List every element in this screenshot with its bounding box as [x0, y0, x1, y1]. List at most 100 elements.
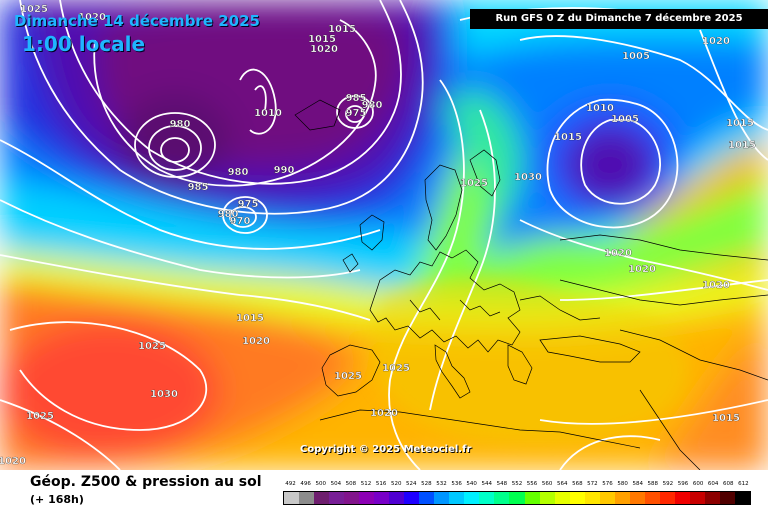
scale-swatch	[359, 492, 375, 504]
scale-tick-label: 564	[556, 481, 568, 487]
scale-swatch	[479, 492, 495, 504]
isobar-value-label: 985	[188, 182, 209, 193]
land-shading	[370, 276, 688, 444]
scale-swatch	[434, 492, 450, 504]
chart-title: Géop. Z500 & pression au sol	[30, 474, 262, 490]
scale-swatch	[734, 492, 750, 504]
isobar-value-label: 1025	[460, 178, 488, 189]
scale-ticks: 492 496 500 504 508 512 516 520 524 528 532 536 540 5…	[283, 479, 751, 489]
isobar-labels: 1025102010151015102010201005101510159859…	[0, 4, 756, 467]
scale-tick-label: 544	[481, 481, 493, 487]
isobar-value-label: 1025	[26, 411, 54, 422]
isobar-value-label: 1020	[628, 264, 656, 275]
scale-swatch	[299, 492, 315, 504]
isobar-value-label: 990	[274, 165, 295, 176]
scale-tick-label: 496	[300, 481, 311, 487]
scale-swatch	[284, 492, 300, 504]
scale-swatch	[524, 492, 540, 504]
isobar-value-label: 980	[362, 100, 383, 111]
isobar-value-label: 1020	[702, 36, 730, 47]
scale-swatch	[314, 492, 330, 504]
scale-tick-label: 492	[285, 481, 296, 487]
scale-tick-label: 568	[572, 481, 583, 487]
isobar-value-label: 980	[170, 119, 191, 130]
isobar-value-label: 975	[238, 199, 259, 210]
run-info-banner: Run GFS 0 Z du Dimanche 7 décembre 2025	[470, 9, 768, 29]
scale-tick-label: 600	[692, 481, 704, 487]
scale-tick-label: 588	[647, 481, 659, 487]
scale-tick-label: 584	[632, 481, 643, 487]
scale-tick-label: 596	[677, 481, 689, 487]
isobar-value-label: 1020	[242, 336, 270, 347]
scale-swatch	[659, 492, 675, 504]
isobar-value-label: 1025	[382, 363, 410, 374]
isobar-value-label: 1010	[586, 103, 614, 114]
isobar-value-label: 1015	[554, 132, 582, 143]
scale-tick-label: 560	[541, 481, 553, 487]
scale-tick-label: 572	[587, 481, 598, 487]
scale-tick-label: 552	[511, 481, 523, 487]
isobar-value-label: 1005	[611, 114, 639, 125]
scale-swatch	[584, 492, 600, 504]
scale-swatch	[689, 492, 705, 504]
isobar-value-label: 980	[218, 209, 239, 220]
scale-swatch	[509, 492, 525, 504]
scale-tick-label: 504	[330, 481, 342, 487]
scale-swatch	[554, 492, 570, 504]
isobar-value-label: 1030	[150, 389, 178, 400]
isobar-value-label: 1015	[726, 118, 754, 129]
geopotential-field: 1025102010151015102010201005101510159859…	[0, 0, 768, 470]
scale-tick-label: 540	[466, 481, 477, 487]
scale-tick-label: 548	[496, 481, 508, 487]
scale-swatch	[569, 492, 585, 504]
forecast-time: 1:00 locale	[22, 32, 146, 56]
scale-tick-label: 576	[602, 481, 613, 487]
scale-swatch	[614, 492, 630, 504]
isobar-value-label: 1020	[702, 280, 730, 291]
isobar-value-label: 1005	[622, 51, 650, 62]
isobar-value-label: 1020	[78, 12, 106, 23]
forecast-map: 1025 1020 1015 1015 1020 1020 1005 1015 1015 985 9…	[0, 0, 768, 470]
isobar-value-label: 1030	[514, 172, 542, 183]
isobar-value-label: 1015	[712, 413, 740, 424]
scale-tick-label: 612	[738, 481, 749, 487]
isobar-value-label: 1020	[370, 408, 398, 419]
isobar-value-label: 1025	[138, 341, 166, 352]
scale-swatch	[449, 492, 465, 504]
scale-swatch	[404, 492, 420, 504]
isobar-value-label: 970	[230, 216, 251, 227]
isobar-value-label: 1025	[20, 4, 48, 15]
legend-footer: Géop. Z500 & pression au sol (+ 168h) 49…	[0, 470, 768, 512]
copyright-notice: Copyright © 2025 Meteociel.fr	[300, 444, 472, 455]
scale-tick-label: 532	[436, 481, 447, 487]
scale-tick-label: 580	[617, 481, 628, 487]
isobar-value-label: 1015	[328, 24, 356, 35]
scale-tick-label: 556	[526, 481, 538, 487]
scale-swatch	[539, 492, 555, 504]
scale-swatch	[419, 492, 435, 504]
scale-swatch	[644, 492, 660, 504]
scale-swatch	[719, 492, 735, 504]
scale-swatch	[464, 492, 480, 504]
forecast-date: Dimanche 14 décembre 2025	[14, 12, 260, 30]
scale-tick-label: 608	[723, 481, 734, 487]
isobar-value-label: 1015	[728, 140, 756, 151]
scale-tick-label: 520	[390, 481, 402, 487]
scale-tick-label: 592	[662, 481, 674, 487]
scale-swatches	[283, 491, 751, 505]
scale-tick-label: 524	[406, 481, 417, 487]
isobar-value-label: 985	[346, 93, 367, 104]
scale-swatch	[599, 492, 615, 504]
isobar-value-label: 1025	[334, 371, 362, 382]
scale-tick-label: 516	[375, 481, 387, 487]
scale-tick-label: 512	[360, 481, 372, 487]
isobar-value-label: 1010	[254, 108, 282, 119]
scale-tick-label: 528	[421, 481, 432, 487]
scale-swatch	[344, 492, 360, 504]
isobar-value-label: 1015	[308, 34, 336, 45]
scale-swatch	[389, 492, 405, 504]
color-scale: 492 496 500 504 508 512 516 520 524 528 532 536 540 5…	[283, 479, 751, 507]
isobar-value-label: 1015	[236, 313, 264, 324]
scale-swatch	[494, 492, 510, 504]
scale-tick-label: 604	[707, 481, 719, 487]
